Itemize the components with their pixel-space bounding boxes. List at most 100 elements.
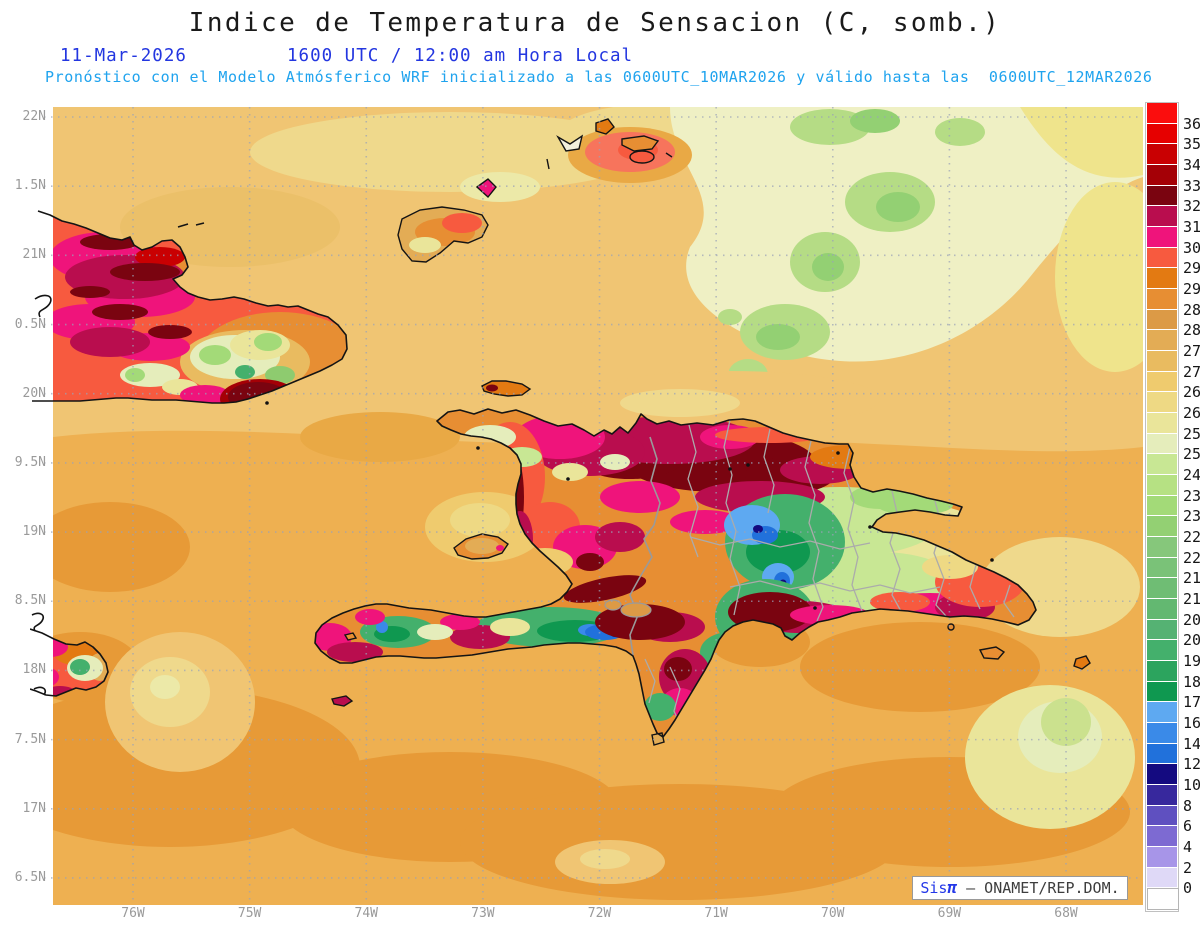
colorbar-tick-label: 8 — [1183, 796, 1193, 815]
ocean-shading — [53, 107, 1143, 905]
colorbar-tick-label: 23 — [1183, 507, 1200, 526]
lon-label: 75W — [237, 906, 262, 921]
etang-saumatre — [604, 599, 622, 611]
lat-label: 17N — [22, 800, 46, 816]
colorbar-box — [1147, 206, 1177, 226]
lon-label: 73W — [471, 906, 495, 921]
colorbar-tick-label: 22 — [1183, 548, 1200, 567]
colorbar-box — [1147, 165, 1177, 185]
colorbar-box — [1147, 454, 1177, 475]
colorbar-box — [1147, 661, 1177, 681]
lat-lon-grid — [44, 107, 1143, 905]
colorbar-tick-label: 22.5 — [1183, 528, 1200, 547]
lon-label: 72W — [587, 906, 612, 921]
cuba-coastline — [32, 210, 348, 404]
colorbar-box — [1147, 309, 1177, 330]
colorbar-box — [1147, 330, 1177, 351]
station-marks — [265, 401, 994, 610]
colorbar-box — [1147, 247, 1177, 268]
colorbar-tick-label: 20.5 — [1183, 610, 1200, 629]
colorbar-box — [1147, 619, 1177, 640]
colorbar-tick-label: 10 — [1183, 776, 1200, 795]
province-borders — [644, 419, 1015, 730]
colorbar-box — [1147, 578, 1177, 599]
colorbar-tick-label: 35 — [1183, 135, 1200, 154]
colorbar-box — [1147, 103, 1177, 123]
lat-label: 22N — [22, 109, 46, 124]
colorbar-tick-label: 30.7 — [1183, 238, 1200, 257]
colorbar-tick-label: 27.5 — [1183, 342, 1200, 361]
sispi-logo: Sisπ — [920, 878, 958, 897]
valid-date: 11-Mar-2026 — [60, 46, 187, 66]
mona-island — [1073, 655, 1091, 670]
lon-label: 68W — [1054, 906, 1078, 921]
colorbar-tick-label: 4 — [1183, 838, 1193, 857]
colorbar-box — [1147, 599, 1177, 619]
colorbar-box — [1147, 227, 1177, 247]
colorbar-box — [1147, 413, 1177, 433]
jamaica-coastline — [29, 628, 109, 697]
colorbar-tick-label: 19 — [1183, 652, 1200, 671]
lake-enriquillo — [620, 602, 652, 618]
colorbar-box — [1147, 640, 1177, 661]
lat-label: 7.5N — [14, 731, 46, 747]
colorbar-box — [1147, 351, 1177, 371]
map-canvas — [29, 107, 1143, 905]
colorbar-box — [1147, 516, 1177, 537]
lat-label: 18N — [22, 662, 46, 678]
colorbar-box — [1147, 392, 1177, 413]
colorbar-box — [1147, 764, 1177, 785]
colorbar-tick-label: 34 — [1183, 156, 1200, 174]
colorbar-tick-label: 16 — [1183, 714, 1200, 733]
coastlines — [29, 210, 1037, 738]
lon-label: 69W — [937, 906, 962, 921]
lon-label: 71W — [704, 906, 728, 921]
lon-label: 76W — [121, 906, 145, 921]
gonave-island — [453, 533, 509, 560]
colorbar-box — [1147, 268, 1177, 289]
colorbar-tick-label: 25 — [1183, 445, 1200, 464]
colorbar-box — [1147, 888, 1179, 911]
lat-label: 0.5N — [14, 316, 46, 332]
lat-label: 8.5N — [14, 593, 46, 609]
coast-fragment-w1 — [31, 612, 45, 632]
colorbar-box — [1147, 289, 1177, 309]
page-title: Indice de Temperatura de Sensacion (C, s… — [188, 8, 1002, 38]
cuba-landmass — [53, 211, 347, 403]
colorbar-box — [1147, 144, 1177, 164]
great-inagua — [397, 206, 489, 263]
lat-label: 21N — [22, 247, 46, 263]
colorbar-box — [1147, 867, 1177, 888]
watermark-org: – ONAMET/REP.DOM. — [957, 879, 1120, 897]
jamaica-landmass — [53, 629, 108, 696]
lon-label: 70W — [821, 906, 845, 921]
colorbar-tick-label: 32 — [1183, 197, 1200, 216]
colorbar-box — [1147, 702, 1177, 723]
coast-fragment-w2 — [33, 686, 47, 696]
colorbar-tick-label: 17 — [1183, 693, 1200, 712]
colorbar-box — [1147, 185, 1177, 206]
turks-islands — [595, 118, 615, 135]
lat-label: 6.5N — [14, 869, 46, 885]
colorbar-tick-label: 29.7 — [1183, 259, 1200, 278]
haiti-dr-border — [629, 436, 661, 656]
catalina-island — [947, 623, 955, 631]
colorbar-box — [1147, 743, 1177, 764]
colorbar-box — [1147, 826, 1177, 847]
colorbar-tick-label: 20 — [1183, 631, 1200, 650]
colorbar-tick-label: 33 — [1183, 176, 1200, 195]
colorbar-box — [1147, 847, 1177, 867]
colorbar-tick-label: 29 — [1183, 280, 1200, 299]
hispaniola-coastline — [314, 408, 1037, 738]
colorbar-box — [1147, 537, 1177, 557]
little-inagua — [475, 178, 497, 199]
colorbar-tick-label: 24 — [1183, 466, 1200, 485]
colorbar-box — [1147, 475, 1177, 495]
valid-time: 1600 UTC / 12:00 am Hora Local — [287, 46, 634, 66]
colorbar-box — [1147, 123, 1177, 144]
forecast-description: Pronóstico con el Modelo Atmósferico WRF… — [45, 68, 1153, 86]
colorbar-box — [1147, 557, 1177, 578]
colorbar-tick-label: 23.5 — [1183, 486, 1200, 505]
colorbar-tick-label: 25.5 — [1183, 424, 1200, 443]
